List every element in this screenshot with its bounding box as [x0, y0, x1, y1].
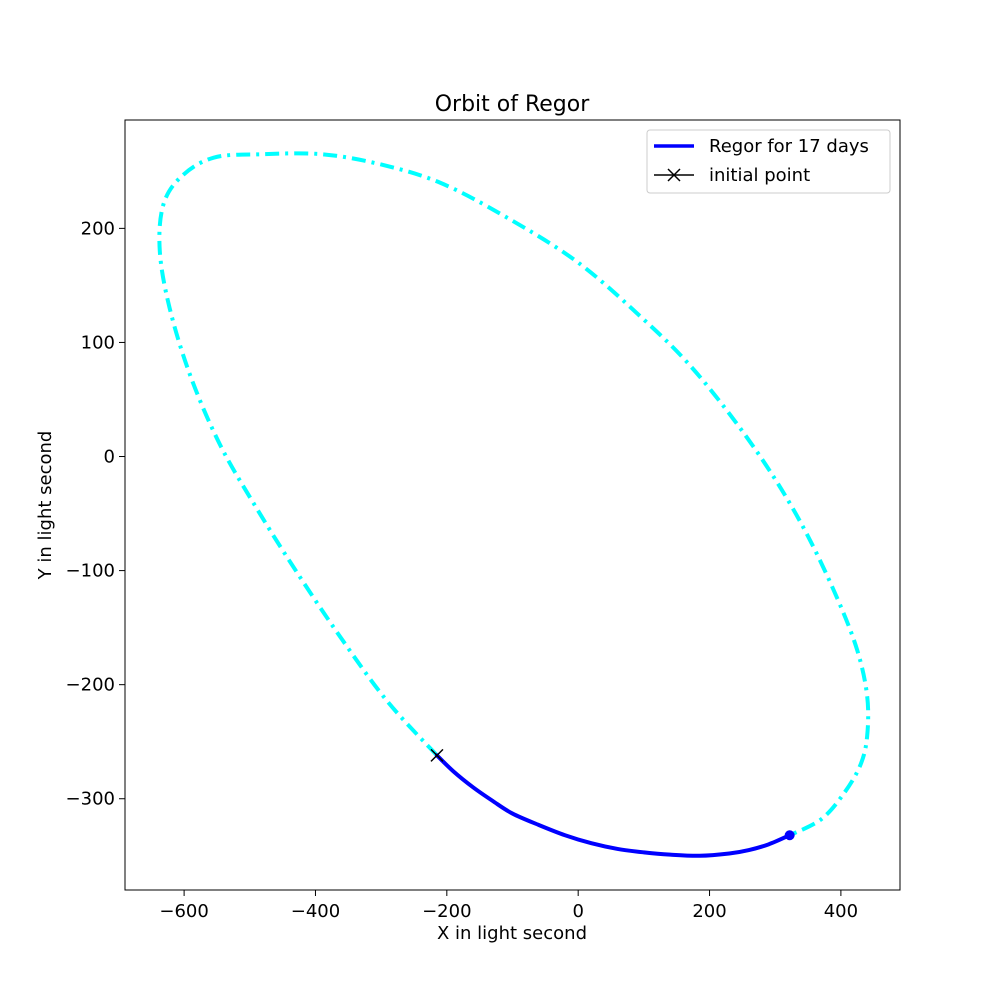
- y-axis-label: Y in light second: [35, 431, 56, 581]
- legend: Regor for 17 days initial point: [646, 129, 891, 194]
- legend-frame: [646, 129, 891, 194]
- y-tick-label: 200: [81, 218, 115, 239]
- y-tick-label: 0: [104, 447, 115, 468]
- x-tick-label: 200: [692, 901, 726, 922]
- legend-initial-x-icon: [667, 168, 681, 182]
- current-position-dot: [784, 830, 795, 841]
- y-tick-label: −100: [66, 561, 115, 582]
- plot-area: [157, 151, 871, 858]
- x-tick-label: −400: [291, 901, 340, 922]
- chart-title: Orbit of Regor: [435, 92, 591, 117]
- x-tick-label: 0: [572, 901, 583, 922]
- legend-trajectory-label: Regor for 17 days: [709, 136, 869, 157]
- x-tick-label: −600: [159, 901, 208, 922]
- y-tick-label: −300: [66, 789, 115, 810]
- x-tick-label: −200: [422, 901, 471, 922]
- trajectory-line: [434, 753, 792, 858]
- legend-initial-label: initial point: [709, 165, 810, 186]
- orbit-path-line: [157, 151, 871, 838]
- x-tick-label: 400: [824, 901, 858, 922]
- y-tick-label: −200: [66, 675, 115, 696]
- y-tick-label: 100: [81, 332, 115, 353]
- initial-point-x-marker: [430, 748, 444, 762]
- axes-frame: [124, 119, 901, 891]
- x-axis-label: X in light second: [437, 923, 587, 944]
- axis-ticks: −600 −400 −200 0 200 400 −300 −200 −100 0 100 200: [66, 218, 859, 922]
